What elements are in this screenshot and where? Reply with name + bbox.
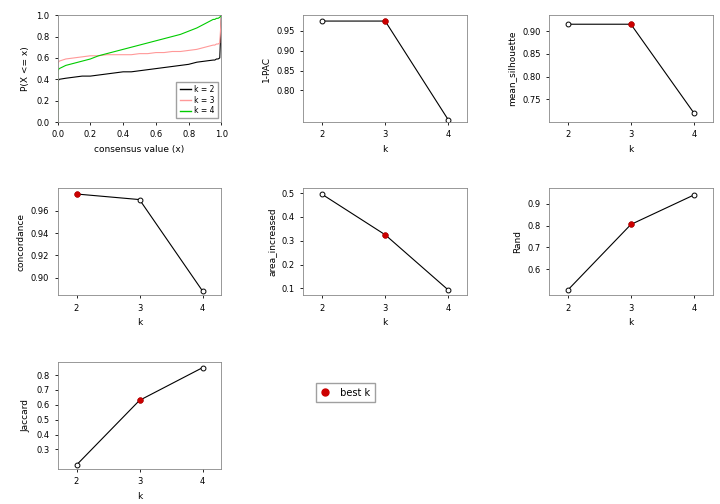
Y-axis label: Jaccard: Jaccard <box>22 399 30 432</box>
X-axis label: k: k <box>382 319 388 327</box>
X-axis label: k: k <box>629 319 634 327</box>
Legend:  best k: best k <box>316 383 374 402</box>
Y-axis label: area_increased: area_increased <box>267 208 276 276</box>
Y-axis label: Rand: Rand <box>513 230 522 254</box>
Y-axis label: 1-PAC: 1-PAC <box>262 55 271 82</box>
X-axis label: k: k <box>137 491 142 500</box>
Y-axis label: concordance: concordance <box>17 213 25 271</box>
X-axis label: k: k <box>137 319 142 327</box>
X-axis label: consensus value (x): consensus value (x) <box>94 145 184 154</box>
Legend: k = 2, k = 3, k = 4: k = 2, k = 3, k = 4 <box>176 82 217 118</box>
Y-axis label: P(X <= x): P(X <= x) <box>22 46 30 91</box>
X-axis label: k: k <box>382 145 388 154</box>
Y-axis label: mean_silhouette: mean_silhouette <box>508 31 517 106</box>
X-axis label: k: k <box>629 145 634 154</box>
